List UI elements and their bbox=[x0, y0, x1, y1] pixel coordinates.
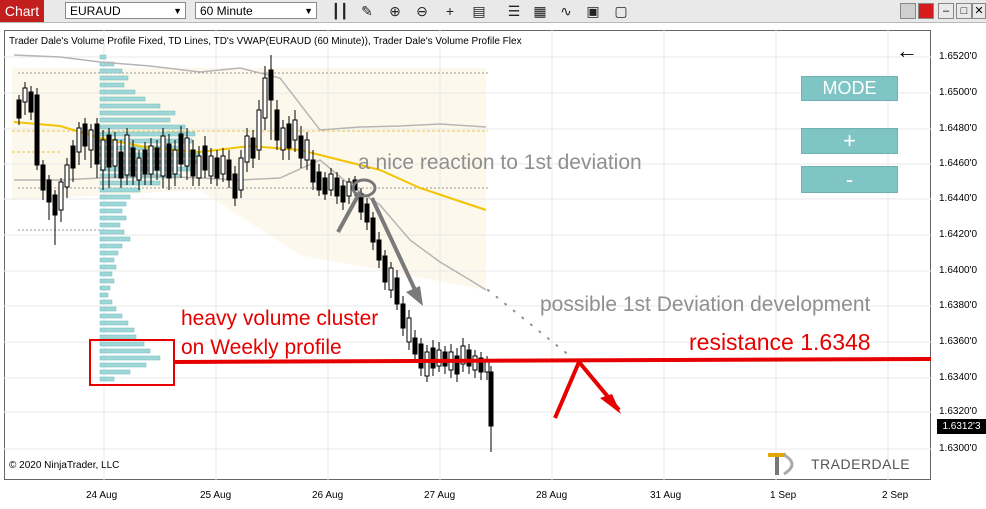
price-tick: 1.6320'0 bbox=[939, 406, 978, 417]
price-tick: 1.6480'0 bbox=[939, 123, 978, 134]
zoom-in-icon[interactable]: ⊕ bbox=[389, 3, 401, 19]
time-tick: 27 Aug bbox=[424, 490, 456, 501]
price-tick: 1.6380'0 bbox=[939, 300, 978, 311]
last-price-marker: 1.6312'3 bbox=[937, 419, 986, 434]
timeframe-selector[interactable]: 60 Minute ▼ bbox=[195, 2, 317, 19]
indicators-icon[interactable]: ∿ bbox=[560, 3, 572, 19]
link-color-icon[interactable] bbox=[918, 3, 934, 19]
minus-button[interactable]: - bbox=[801, 166, 898, 193]
price-tick: 1.6420'0 bbox=[939, 229, 978, 240]
crosshair-icon[interactable]: + bbox=[445, 3, 455, 19]
time-tick: 28 Aug bbox=[536, 490, 568, 501]
annotation-possible-development: possible 1st Deviation development bbox=[540, 293, 871, 316]
time-tick: 24 Aug bbox=[86, 490, 118, 501]
price-tick: 1.6500'0 bbox=[939, 87, 978, 98]
timeframe-value: 60 Minute bbox=[200, 4, 253, 18]
time-tick: 26 Aug bbox=[312, 490, 344, 501]
plus-button[interactable]: + bbox=[801, 128, 898, 154]
instrument-selector[interactable]: EURAUD ▼ bbox=[65, 2, 186, 19]
maximize-icon[interactable]: □ bbox=[956, 3, 972, 19]
more-icon[interactable]: ▢ bbox=[614, 3, 628, 19]
bar-style-icon[interactable]: ┃┃ bbox=[331, 3, 349, 19]
time-tick: 2 Sep bbox=[882, 490, 909, 501]
properties-icon[interactable]: ☰ bbox=[507, 3, 521, 19]
time-axis[interactable]: 24 Aug 25 Aug 26 Aug 27 Aug 28 Aug 31 Au… bbox=[4, 480, 931, 509]
strategy-icon[interactable]: ▦ bbox=[533, 3, 547, 19]
pencil-icon[interactable]: ✎ bbox=[361, 3, 373, 19]
time-tick: 31 Aug bbox=[650, 490, 682, 501]
price-tick: 1.6440'0 bbox=[939, 193, 978, 204]
annotation-reaction: a nice reaction to 1st deviation bbox=[358, 151, 642, 174]
time-tick: 1 Sep bbox=[770, 490, 797, 501]
traderdale-logo-icon bbox=[768, 453, 794, 476]
price-tick: 1.6300'0 bbox=[939, 443, 978, 454]
price-tick: 1.6340'0 bbox=[939, 372, 978, 383]
chevron-down-icon: ▼ bbox=[304, 6, 313, 16]
instrument-value: EURAUD bbox=[70, 4, 121, 18]
mode-button[interactable]: MODE bbox=[801, 76, 898, 101]
minimize-icon[interactable]: – bbox=[938, 3, 954, 19]
zoom-out-icon[interactable]: ⊖ bbox=[416, 3, 428, 19]
price-axis[interactable]: 1.6520'0 1.6500'0 1.6480'0 1.6460'0 1.64… bbox=[931, 30, 986, 480]
toolbar: Chart EURAUD ▼ 60 Minute ▼ ┃┃ ✎ ⊕ ⊖ + ▤ ☰ … bbox=[0, 0, 986, 23]
time-tick: 25 Aug bbox=[200, 490, 232, 501]
indicator-label: Trader Dale's Volume Profile Fixed, TD L… bbox=[9, 36, 522, 47]
back-arrow-icon[interactable]: ← bbox=[896, 38, 918, 63]
chart-tab[interactable]: Chart bbox=[0, 0, 44, 22]
chevron-down-icon: ▼ bbox=[173, 6, 182, 16]
price-tick: 1.6460'0 bbox=[939, 158, 978, 169]
annotation-weekly-profile: on Weekly profile bbox=[181, 336, 342, 359]
price-tick: 1.6520'0 bbox=[939, 51, 978, 62]
logo-text: TRADERDALE bbox=[811, 456, 911, 472]
data-box-icon[interactable]: ▤ bbox=[472, 3, 486, 19]
annotation-resistance: resistance 1.6348 bbox=[689, 329, 871, 355]
templates-icon[interactable]: ▣ bbox=[586, 3, 600, 19]
price-tick: 1.6360'0 bbox=[939, 336, 978, 347]
copyright-text: © 2020 NinjaTrader, LLC bbox=[9, 460, 120, 471]
price-tick: 1.6400'0 bbox=[939, 265, 978, 276]
minimize-panel-icon[interactable] bbox=[900, 3, 916, 19]
annotation-heavy-volume: heavy volume cluster bbox=[181, 307, 379, 330]
